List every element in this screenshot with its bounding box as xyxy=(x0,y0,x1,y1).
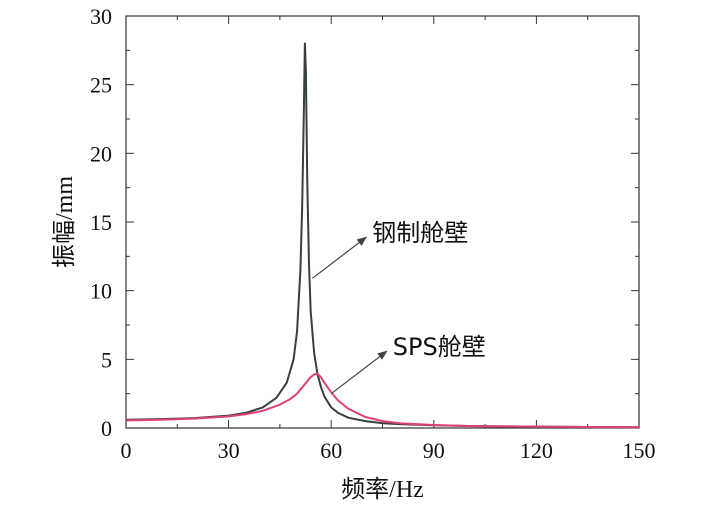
y-axis-title: 振幅/mm xyxy=(51,176,78,268)
x-tick-label: 120 xyxy=(520,438,553,463)
annotation-label-steel: 钢制舱壁 xyxy=(372,219,468,247)
series-layer xyxy=(125,42,640,429)
x-tick-label: 0 xyxy=(121,438,132,463)
y-tick-label: 25 xyxy=(90,73,112,98)
x-tick-label: 150 xyxy=(623,438,656,463)
series-line-sps xyxy=(125,372,640,429)
x-tick-label: 60 xyxy=(320,438,342,463)
y-tick-label: 0 xyxy=(101,416,112,441)
x-axis-title: 频率/Hz xyxy=(341,476,424,503)
y-tick-label: 20 xyxy=(90,141,112,166)
annotation-arrow xyxy=(312,236,368,279)
x-tick-label: 90 xyxy=(423,438,445,463)
y-tick-label: 5 xyxy=(101,347,112,372)
y-tick-label: 10 xyxy=(90,279,112,304)
annotation-arrow xyxy=(330,350,388,395)
y-tick-label: 30 xyxy=(90,4,112,29)
annotations: 钢制舱壁 SPS舱壁 xyxy=(312,219,486,395)
x-tick-label: 30 xyxy=(218,438,240,463)
annotation-label-sps: SPS舱壁 xyxy=(393,333,486,361)
axes: 0 30 60 90 120 150 0 5 10 15 20 25 30 xyxy=(90,4,656,463)
y-tick-label: 15 xyxy=(90,210,112,235)
